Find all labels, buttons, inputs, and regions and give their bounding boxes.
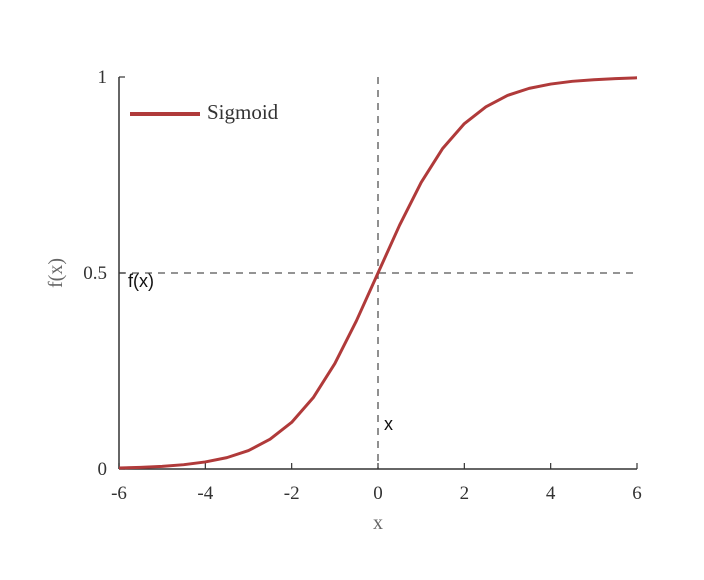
- ticks: -6 -4 -2 0 2 4 6 0 0.5 1: [83, 67, 642, 504]
- x-tick-label: 6: [632, 483, 642, 504]
- legend-label-sigmoid: Sigmoid: [207, 100, 279, 124]
- x-tick-label: -6: [111, 483, 127, 504]
- x-tick-label: -2: [284, 483, 300, 504]
- series-layer: [118, 76, 638, 470]
- x-axis-label: x: [373, 512, 383, 534]
- annotations: f(x) x: [128, 271, 393, 434]
- y-tick-label: 0: [98, 459, 108, 480]
- y-axis-label: f(x): [45, 258, 67, 288]
- y-tick-label: 1: [98, 67, 108, 88]
- legend: Sigmoid: [130, 100, 279, 124]
- x-tick-label: 4: [546, 483, 556, 504]
- x-tick-label: -4: [197, 483, 213, 504]
- x-tick-label: 2: [460, 483, 470, 504]
- series-line-sigmoid: [118, 76, 638, 470]
- x-tick-label: 0: [373, 483, 383, 504]
- annotation-x: x: [384, 414, 393, 434]
- annotation-fx: f(x): [128, 271, 154, 291]
- y-tick-label: 0.5: [83, 263, 107, 284]
